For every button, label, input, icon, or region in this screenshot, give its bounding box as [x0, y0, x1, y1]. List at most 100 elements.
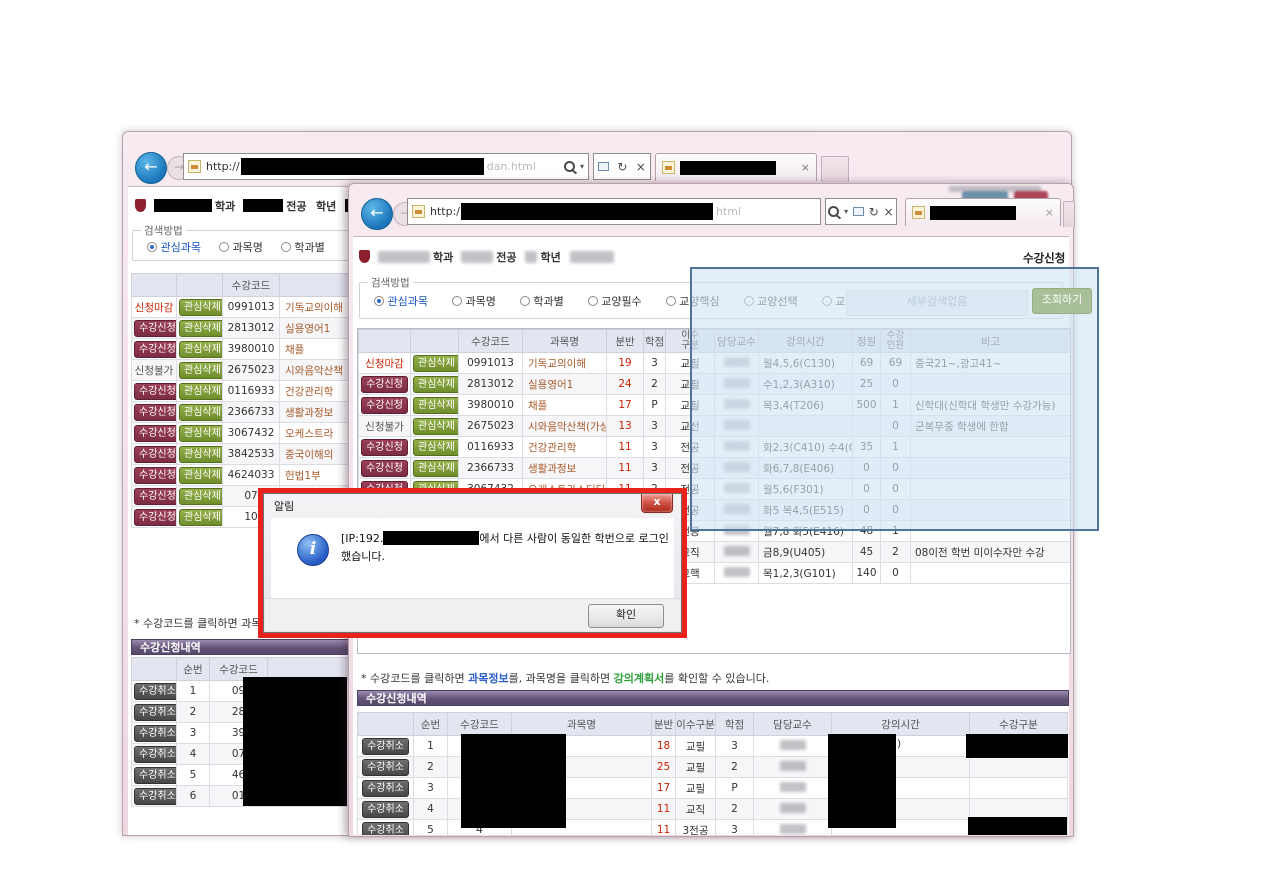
- remove-interest-button[interactable]: 관심삭제: [413, 375, 458, 393]
- back-button[interactable]: ←: [135, 152, 167, 184]
- radio-option-학과별[interactable]: 학과별: [519, 293, 564, 309]
- remove-interest-button[interactable]: 관심삭제: [179, 403, 222, 421]
- new-tab-button[interactable]: [821, 156, 849, 182]
- apply-button[interactable]: 수강신청: [361, 396, 408, 414]
- course-code[interactable]: 2366733: [222, 401, 280, 423]
- cancel-button[interactable]: 수강취소: [134, 745, 176, 763]
- cancel-button[interactable]: 수강취소: [134, 703, 176, 721]
- cancel-button[interactable]: 수강취소: [362, 779, 409, 797]
- course-code[interactable]: 0116933: [458, 436, 523, 458]
- apply-button[interactable]: 수강신청: [134, 319, 176, 337]
- remove-interest-button[interactable]: 관심삭제: [179, 508, 222, 526]
- syllabus-link[interactable]: 강의계획서: [613, 672, 665, 685]
- course-name[interactable]: 채플: [522, 394, 607, 416]
- course-name[interactable]: 시와음악산책(가상): [522, 415, 607, 437]
- dialog-ok-button[interactable]: 확인: [588, 604, 664, 628]
- radio-icon[interactable]: [587, 296, 598, 306]
- cancel-button[interactable]: 수강취소: [362, 821, 409, 835]
- address-bar[interactable]: http:/ html: [407, 198, 821, 225]
- cancel-button[interactable]: 수강취소: [362, 737, 409, 755]
- course-code[interactable]: 2813012: [458, 373, 523, 395]
- browser-tab[interactable]: ×: [655, 153, 817, 181]
- remove-interest-button[interactable]: 관심삭제: [179, 382, 222, 400]
- remove-interest-button[interactable]: 관심삭제: [413, 438, 458, 456]
- radio-icon[interactable]: [280, 242, 291, 252]
- remove-interest-button[interactable]: 관심삭제: [413, 396, 458, 414]
- compat-view-icon[interactable]: [852, 207, 864, 216]
- course-code[interactable]: 2675023: [458, 415, 523, 437]
- stop-icon[interactable]: ×: [635, 159, 646, 174]
- new-tab-button[interactable]: [1063, 201, 1075, 227]
- radio-option-관심과목[interactable]: 관심과목: [374, 293, 428, 309]
- dialog-close-button[interactable]: x: [641, 494, 673, 513]
- radio-icon[interactable]: [374, 296, 384, 306]
- course-code[interactable]: 3067432: [222, 422, 280, 444]
- dropdown-icon[interactable]: ▾: [844, 207, 849, 216]
- cancel-button[interactable]: 수강취소: [134, 787, 176, 805]
- course-code[interactable]: 3842533: [222, 443, 280, 465]
- remove-interest-button[interactable]: 관심삭제: [179, 466, 222, 484]
- remove-interest-button[interactable]: 관심삭제: [179, 298, 222, 316]
- course-code[interactable]: 2366733: [458, 457, 523, 479]
- remove-interest-button[interactable]: 관심삭제: [413, 417, 458, 435]
- search-icon[interactable]: [563, 161, 575, 172]
- refresh-icon[interactable]: ↻: [868, 204, 879, 219]
- remove-interest-button[interactable]: 관심삭제: [179, 424, 222, 442]
- back-button[interactable]: ←: [361, 198, 393, 230]
- radio-icon[interactable]: [665, 296, 676, 306]
- course-name[interactable]: 기독교의이해: [522, 352, 607, 374]
- course-code[interactable]: 4624033: [222, 464, 280, 486]
- refresh-icon[interactable]: ↻: [617, 159, 628, 174]
- remove-interest-button[interactable]: 관심삭제: [179, 361, 222, 379]
- course-code[interactable]: 2813012: [222, 317, 280, 339]
- cancel-button[interactable]: 수강취소: [134, 682, 176, 700]
- radio-option-과목명[interactable]: 과목명: [451, 293, 496, 309]
- radio-icon[interactable]: [451, 296, 462, 306]
- radio-icon[interactable]: [519, 296, 530, 306]
- course-name[interactable]: 실용영어1: [522, 373, 607, 395]
- apply-button[interactable]: 수강신청: [134, 403, 176, 421]
- course-code[interactable]: 3980010: [458, 394, 523, 416]
- radio-option-관심과목[interactable]: 관심과목: [147, 239, 201, 255]
- cancel-button[interactable]: 수강취소: [362, 800, 409, 818]
- apply-button[interactable]: 수강신청: [134, 508, 176, 526]
- compat-view-icon[interactable]: [598, 162, 610, 171]
- remove-interest-button[interactable]: 관심삭제: [413, 354, 458, 372]
- address-bar[interactable]: http:// dan.html ▾: [183, 153, 589, 180]
- apply-button[interactable]: 수강신청: [134, 445, 176, 463]
- apply-button[interactable]: 수강신청: [134, 487, 176, 505]
- radio-icon[interactable]: [147, 242, 157, 252]
- radio-option-과목명[interactable]: 과목명: [218, 239, 263, 255]
- apply-button[interactable]: 수강신청: [361, 375, 408, 393]
- remove-interest-button[interactable]: 관심삭제: [413, 459, 458, 477]
- cancel-button[interactable]: 수강취소: [134, 724, 176, 742]
- tab-close-icon[interactable]: ×: [1044, 206, 1054, 219]
- course-code[interactable]: 0991013: [458, 352, 523, 374]
- apply-button[interactable]: 수강신청: [361, 459, 408, 477]
- apply-button[interactable]: 수강신청: [134, 382, 176, 400]
- search-submit-button[interactable]: 조회하기: [1032, 288, 1092, 314]
- radio-icon[interactable]: [218, 242, 229, 252]
- search-icon[interactable]: [828, 206, 840, 217]
- browser-tab[interactable]: ×: [905, 198, 1061, 226]
- radio-option-교양필수[interactable]: 교양필수: [587, 293, 642, 309]
- stop-icon[interactable]: ×: [883, 204, 894, 219]
- tab-close-icon[interactable]: ×: [800, 161, 810, 174]
- dropdown-icon[interactable]: ▾: [579, 162, 584, 171]
- remove-interest-button[interactable]: 관심삭제: [179, 487, 222, 505]
- cancel-button[interactable]: 수강취소: [134, 766, 176, 784]
- apply-button[interactable]: 수강신청: [361, 438, 408, 456]
- remove-interest-button[interactable]: 관심삭제: [179, 445, 222, 463]
- course-code[interactable]: 0116933: [222, 380, 280, 402]
- course-name[interactable]: 건강관리학: [522, 436, 607, 458]
- course-code[interactable]: 0991013: [222, 296, 280, 318]
- apply-button[interactable]: 수강신청: [134, 424, 176, 442]
- apply-button[interactable]: 수강신청: [134, 466, 176, 484]
- course-name[interactable]: 생활과정보: [522, 457, 607, 479]
- subject-info-link[interactable]: 과목정보: [468, 672, 509, 685]
- apply-button[interactable]: 수강신청: [134, 340, 176, 358]
- remove-interest-button[interactable]: 관심삭제: [179, 340, 222, 358]
- remove-interest-button[interactable]: 관심삭제: [179, 319, 222, 337]
- course-code[interactable]: 2675023: [222, 359, 280, 381]
- radio-option-학과별[interactable]: 학과별: [280, 239, 325, 255]
